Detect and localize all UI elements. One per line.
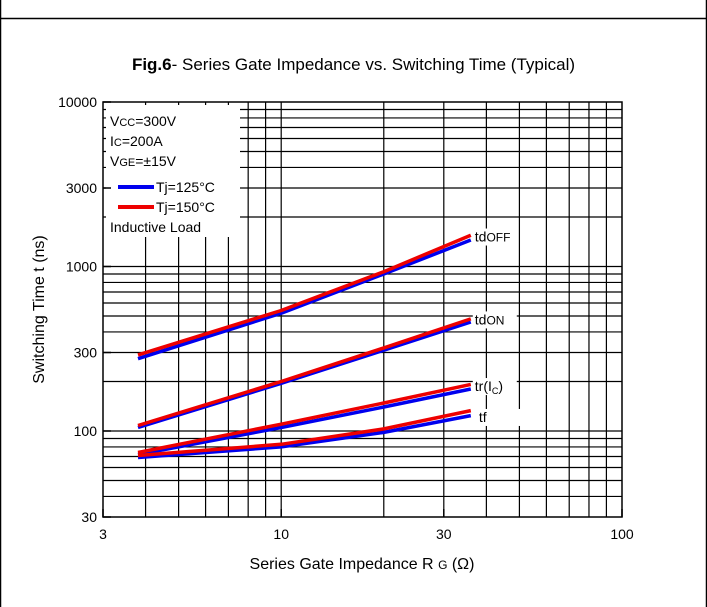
series-line-125	[137, 387, 472, 457]
y-tick-label: 300	[74, 345, 98, 361]
y-tick-label: 100	[74, 423, 98, 439]
series-line-125	[137, 413, 472, 460]
curve-label: tdON	[475, 311, 505, 327]
x-tick-label: 30	[436, 526, 452, 542]
curve-label-group: tf	[476, 408, 521, 426]
series-line-150	[137, 233, 472, 357]
x-tick-label: 10	[273, 526, 289, 542]
curve-label-bg	[472, 228, 517, 246]
curve-label-bg	[472, 311, 517, 329]
series-line-125	[137, 320, 472, 430]
y-tick-label: 3000	[66, 180, 97, 196]
curve-label-group: tr(IC)	[472, 378, 517, 396]
curve-label: tr(IC)	[475, 378, 503, 396]
condition-text: IC=200A	[110, 133, 163, 149]
series-line-125	[137, 238, 472, 361]
y-tick-label: 1000	[66, 258, 97, 274]
condition-text: VCC=300V	[110, 113, 177, 129]
y-axis-label: Switching Time t (ns)	[31, 235, 48, 383]
series-line-150	[137, 408, 472, 458]
curve-label-group: tdON	[472, 311, 517, 329]
x-axis-label: Series Gate Impedance R G (Ω)	[250, 556, 475, 573]
condition-text: VGE=±15V	[110, 153, 177, 169]
curve-label: tdOFF	[475, 229, 511, 245]
plot-frame	[102, 101, 623, 518]
curve-label-bg	[476, 408, 521, 426]
curve-label-group: tdOFF	[472, 228, 517, 246]
curve-label-bg	[472, 378, 517, 396]
series-line-150	[137, 382, 472, 455]
figure-number: Fig.6	[131, 55, 172, 74]
legend-label: Tj=150°C	[156, 199, 215, 215]
legend-label: Tj=125°C	[156, 179, 215, 195]
chart-title-text: - Series Gate Impedance vs. Switching Ti…	[171, 55, 576, 74]
curve-label: tf	[479, 409, 487, 425]
legend-box	[106, 105, 240, 237]
x-tick-label: 100	[610, 526, 634, 542]
load-note: Inductive Load	[110, 219, 201, 235]
series-line-150	[137, 317, 472, 428]
y-tick-label: 30	[81, 509, 97, 525]
y-tick-label: 10000	[58, 94, 97, 110]
x-tick-label: 3	[99, 526, 107, 542]
chart-title: Fig.6- Series Gate Impedance vs. Switchi…	[0, 55, 707, 75]
